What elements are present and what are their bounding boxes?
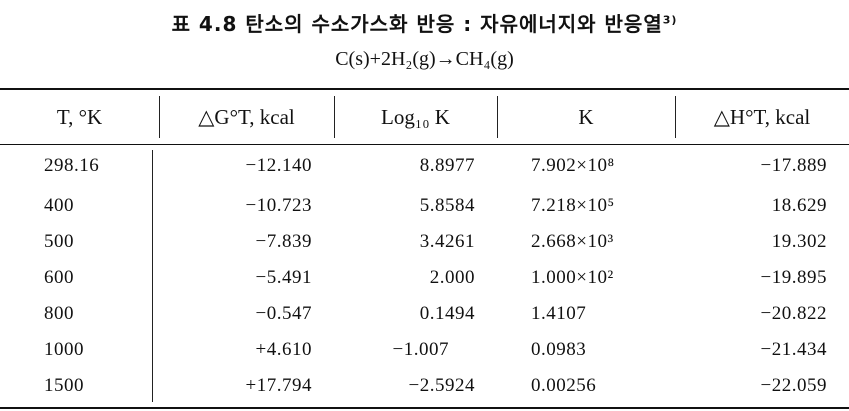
column-divider xyxy=(334,96,335,138)
thermodynamics-table: T, °K △G°T, kcal Log₁₀ K K △H°T, kcal 29… xyxy=(0,90,849,404)
cell-delta-h: −22.059 xyxy=(760,375,827,396)
cell-delta-g: −10.723 xyxy=(245,195,312,216)
table-row: 1000 +4.610 −1.007 0.0983 −21.434 xyxy=(0,332,849,368)
table-row: 600 −5.491 2.000 1.000×10² −19.895 xyxy=(0,260,849,296)
table-row: 1500 +17.794 −2.5924 0.00256 −22.059 xyxy=(0,368,849,404)
cell-log-k: −1.007 xyxy=(392,339,449,360)
cell-delta-g: +17.794 xyxy=(245,375,312,396)
column-divider xyxy=(159,96,160,138)
cell-log-k: 3.4261 xyxy=(419,231,475,252)
table-row: 500 −7.839 3.4261 2.668×10³ 19.302 xyxy=(0,224,849,260)
cell-k: 0.0983 xyxy=(531,339,587,360)
cell-delta-g: −0.547 xyxy=(255,303,312,324)
cell-k: 2.668×10³ xyxy=(531,231,614,252)
column-divider xyxy=(675,96,676,138)
cell-temperature: 500 xyxy=(44,231,74,252)
cell-delta-h: 18.629 xyxy=(771,195,827,216)
table-title-text: 표 4.8 탄소의 수소가스화 반응 : 자유에너지와 반응열 xyxy=(171,12,663,36)
cell-delta-h: 19.302 xyxy=(771,231,827,252)
column-header-delta-g: △G°T, kcal xyxy=(198,104,295,129)
cell-temperature: 600 xyxy=(44,267,74,288)
cell-log-k: 2.000 xyxy=(429,267,475,288)
column-header-temperature: T, °K xyxy=(56,104,103,129)
cell-temperature: 1500 xyxy=(44,375,84,396)
cell-delta-h: −19.895 xyxy=(760,267,827,288)
cell-temperature: 1000 xyxy=(44,339,84,360)
reference-marker: 3) xyxy=(662,13,678,27)
column-divider xyxy=(152,150,153,402)
cell-k: 1.4107 xyxy=(531,303,587,324)
table-title: 표 4.8 탄소의 수소가스화 반응 : 자유에너지와 반응열3) xyxy=(0,8,849,37)
table-row: 400 −10.723 5.8584 7.218×10⁵ 18.629 xyxy=(0,188,849,224)
cell-k: 0.00256 xyxy=(531,375,597,396)
cell-temperature: 800 xyxy=(44,303,74,324)
cell-k: 7.218×10⁵ xyxy=(531,195,615,216)
header-row: T, °K △G°T, kcal Log₁₀ K K △H°T, kcal xyxy=(0,90,849,144)
column-header-k: K xyxy=(578,104,594,129)
column-header-delta-h: △H°T, kcal xyxy=(713,104,811,129)
cell-delta-g: +4.610 xyxy=(255,339,312,360)
column-header-log-k: Log₁₀ K xyxy=(381,104,450,129)
bottom-rule xyxy=(0,407,849,409)
cell-log-k: 0.1494 xyxy=(419,303,475,324)
cell-delta-g: −5.491 xyxy=(255,267,312,288)
cell-k: 7.902×10⁸ xyxy=(531,155,615,176)
cell-delta-g: −12.140 xyxy=(245,155,312,176)
cell-delta-h: −21.434 xyxy=(760,339,827,360)
cell-temperature: 298.16 xyxy=(44,155,100,176)
column-divider xyxy=(497,96,498,138)
cell-delta-h: −20.822 xyxy=(760,303,827,324)
header-rule xyxy=(0,144,849,145)
cell-delta-g: −7.839 xyxy=(255,231,312,252)
cell-k: 1.000×10² xyxy=(531,267,614,288)
cell-log-k: 5.8584 xyxy=(419,195,475,216)
cell-delta-h: −17.889 xyxy=(760,155,827,176)
cell-log-k: −2.5924 xyxy=(408,375,475,396)
table-row: 800 −0.547 0.1494 1.4107 −20.822 xyxy=(0,296,849,332)
reaction-equation: C(s)+2H₂(g)→CH₄(g) xyxy=(335,48,514,70)
cell-log-k: 8.8977 xyxy=(419,155,475,176)
top-rule xyxy=(0,88,849,90)
cell-temperature: 400 xyxy=(44,195,74,216)
table-row: 298.16 −12.140 8.8977 7.902×10⁸ −17.889 xyxy=(0,144,849,188)
